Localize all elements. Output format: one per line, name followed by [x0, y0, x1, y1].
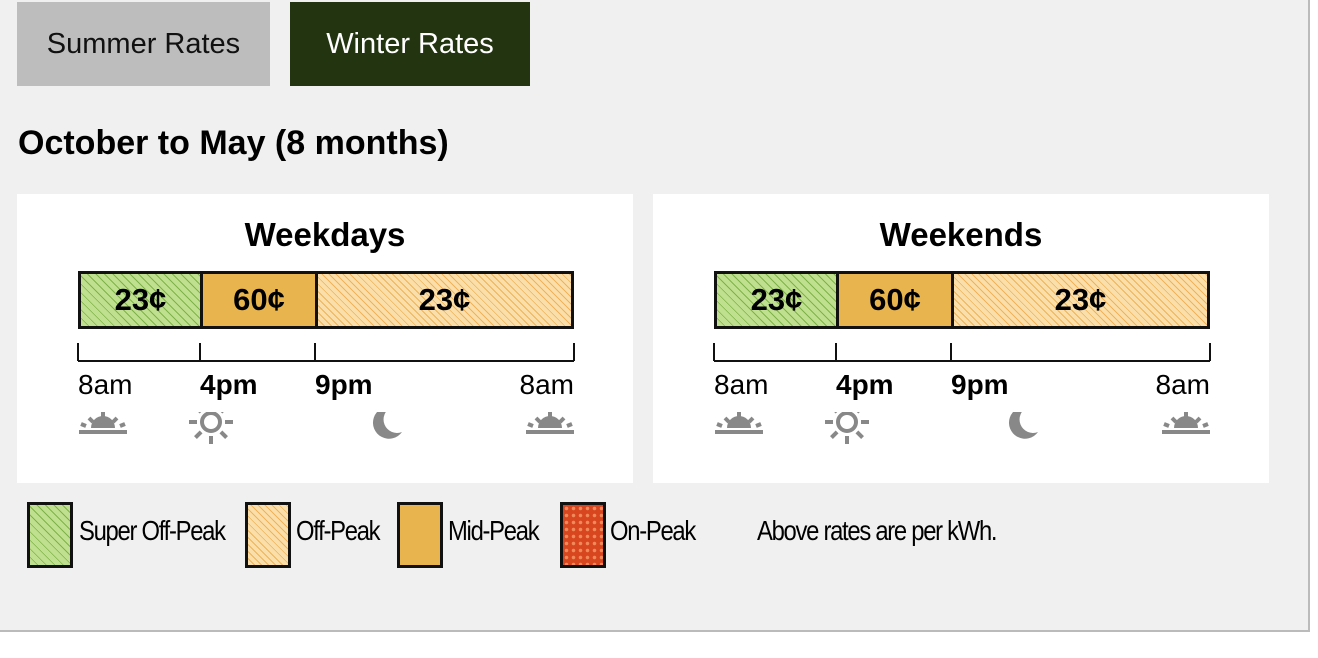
panel-title: Weekdays: [244, 216, 406, 253]
rates-page: Summer Rates Winter Rates October to May…: [0, 0, 1310, 632]
sun-icon: [189, 412, 233, 444]
rate-bar: 23¢ 60¢ 23¢: [78, 271, 574, 329]
legend-label: Super Off-Peak: [79, 515, 226, 546]
panel-title: Weekends: [879, 216, 1043, 253]
icons: [79, 412, 574, 444]
time-tick: [573, 343, 575, 361]
time-tick: [950, 343, 952, 361]
time-label: 8am: [714, 369, 769, 400]
time-label: 4pm: [836, 369, 894, 400]
icon-part: [87, 416, 95, 424]
legend-label: Mid-Peak: [448, 515, 540, 546]
icon-part: [1174, 416, 1198, 428]
icon-part: [558, 416, 566, 424]
time-label: 8am: [519, 369, 574, 400]
time-tick: [314, 343, 316, 361]
time-tick: [835, 343, 837, 361]
legend-swatch: [397, 502, 443, 568]
sunrise-icon: [79, 412, 127, 434]
rate-segment: 23¢: [318, 274, 571, 326]
legend-swatch: [27, 502, 73, 568]
sunrise-icon: [1162, 412, 1210, 434]
icon-part: [194, 430, 203, 439]
time-tick: [713, 343, 715, 361]
rate-segment: 23¢: [954, 274, 1207, 326]
icon-part: [219, 430, 228, 439]
sunrise-icon: [526, 412, 574, 434]
sun-icon: [825, 412, 869, 444]
icon-part: [755, 422, 762, 428]
icon-part: [566, 422, 573, 428]
icon-part: [1202, 422, 1209, 428]
time-label: 8am: [1155, 369, 1210, 400]
time-label: 8am: [78, 369, 133, 400]
icon-part: [855, 430, 864, 439]
icon-part: [111, 416, 119, 424]
legend-swatch: [560, 502, 606, 568]
icon-part: [715, 412, 1210, 444]
icons: [715, 412, 1210, 444]
icon-part: [723, 416, 731, 424]
time-label: 4pm: [200, 369, 258, 400]
icon-part: [1170, 416, 1178, 424]
time-label: 9pm: [951, 369, 1009, 400]
time-tick: [199, 343, 201, 361]
rate-segment: 23¢: [81, 274, 203, 326]
sunrise-icon: [715, 412, 763, 434]
icon-part: [200, 412, 222, 433]
timeline: [714, 360, 1210, 362]
icon-part: [830, 430, 839, 439]
icon-part: [716, 422, 723, 428]
note: Above rates are per kWh.: [757, 515, 998, 546]
legend-swatch: [245, 502, 291, 568]
icon-part: [119, 422, 126, 428]
icon-part: [1194, 416, 1202, 424]
icon-part: [747, 416, 755, 424]
icon-part: [836, 412, 858, 433]
moon-icon: [1009, 412, 1038, 439]
rate-panel: Weekends 23¢ 60¢ 23¢ 8am 4pm 9pm 8am: [653, 194, 1269, 483]
time-tick: [1209, 343, 1211, 361]
tab-summer[interactable]: Summer Rates: [17, 2, 270, 86]
icon-part: [1163, 422, 1170, 428]
icon-part: [527, 422, 534, 428]
icon-part: [80, 422, 87, 428]
rate-bar: 23¢ 60¢ 23¢: [714, 271, 1210, 329]
rate-segment: 23¢: [717, 274, 839, 326]
rate-panel: Weekdays 23¢ 60¢ 23¢ 8am 4pm 9pm 8am: [17, 194, 633, 483]
icon-part: [79, 412, 574, 444]
time-tick: [77, 343, 79, 361]
rate-segment: 60¢: [839, 274, 954, 326]
rate-segment: 60¢: [203, 274, 318, 326]
heading: October to May (8 months): [18, 124, 449, 162]
time-label: 9pm: [315, 369, 373, 400]
moon-icon: [373, 412, 402, 439]
timeline: [78, 360, 574, 362]
legend-label: On-Peak: [610, 515, 696, 546]
legend-label: Off-Peak: [296, 515, 381, 546]
icon-part: [534, 416, 542, 424]
icon-part: [727, 416, 751, 428]
icon-part: [538, 416, 562, 428]
icon-part: [91, 416, 115, 428]
tab-winter[interactable]: Winter Rates: [290, 2, 530, 86]
